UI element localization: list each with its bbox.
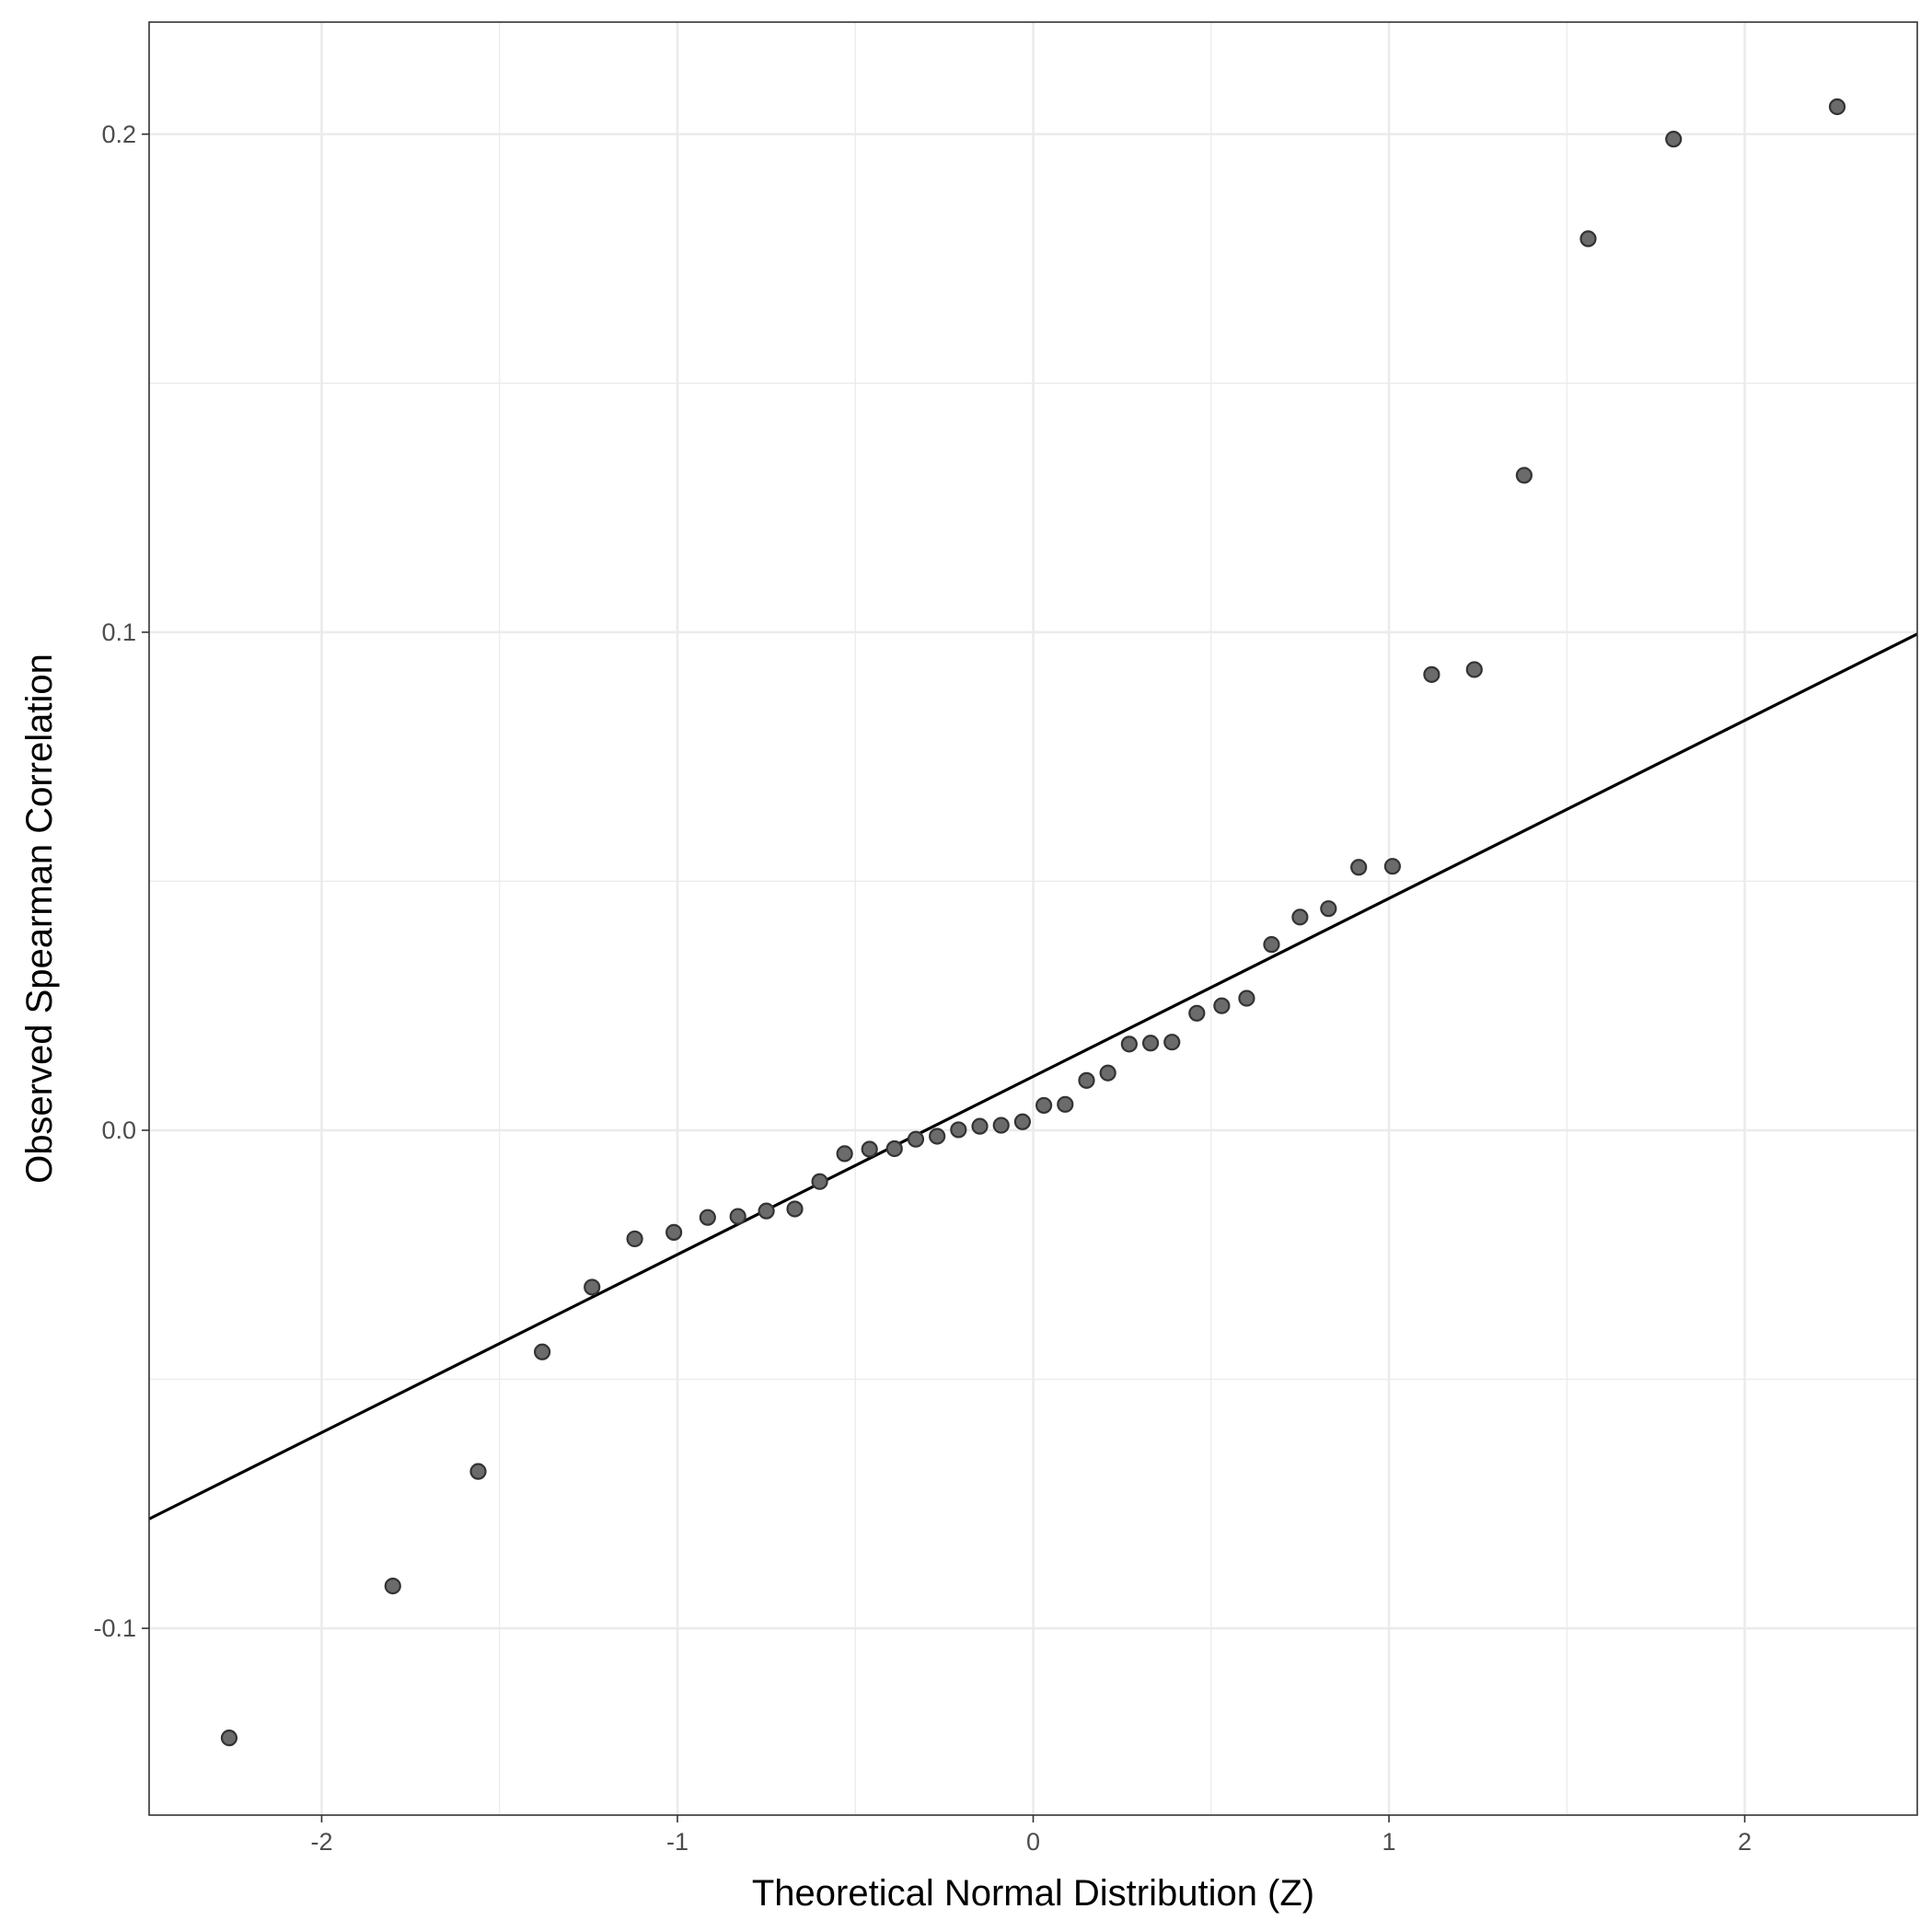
- data-point: [992, 1116, 1010, 1134]
- y-axis-title: Observed Spearman Correlation: [19, 654, 60, 1184]
- data-point: [950, 1121, 967, 1139]
- data-point: [1120, 1035, 1138, 1053]
- data-point: [836, 1145, 853, 1163]
- data-point: [758, 1202, 775, 1220]
- data-point: [929, 1128, 946, 1145]
- data-point: [786, 1200, 804, 1218]
- y-tick-label: 0.1: [101, 619, 136, 646]
- data-point: [1213, 997, 1231, 1014]
- data-point: [699, 1209, 716, 1226]
- major-gridlines: [149, 22, 1917, 1815]
- data-point: [1383, 858, 1401, 875]
- reference-line-group: [148, 632, 1918, 1521]
- x-tick-label: 1: [1382, 1828, 1396, 1856]
- data-point: [1188, 1004, 1206, 1022]
- x-tick-label: 0: [1026, 1828, 1040, 1856]
- data-point: [885, 1140, 903, 1158]
- data-point: [1828, 98, 1846, 116]
- data-points: [220, 98, 1846, 1747]
- data-point: [1013, 1113, 1032, 1130]
- data-point: [861, 1140, 878, 1158]
- data-point: [811, 1173, 828, 1190]
- x-tick-label: -1: [666, 1828, 688, 1856]
- data-point: [1057, 1095, 1074, 1113]
- data-point: [584, 1278, 601, 1296]
- data-point: [220, 1730, 238, 1747]
- data-point: [1515, 467, 1533, 484]
- data-point: [1141, 1035, 1160, 1052]
- data-point: [626, 1230, 643, 1248]
- data-point: [1665, 131, 1683, 148]
- x-tick-label: -2: [310, 1828, 332, 1856]
- data-point: [1035, 1096, 1053, 1115]
- data-point: [1263, 936, 1280, 954]
- data-point: [907, 1130, 925, 1148]
- y-tick-label: 0.2: [101, 121, 136, 148]
- y-axis-ticks: -0.1 0.0 0.1 0.2: [93, 121, 149, 1642]
- y-tick-label: 0.0: [101, 1116, 136, 1144]
- reference-line: [148, 632, 1918, 1521]
- data-point: [971, 1117, 989, 1135]
- data-point: [1163, 1034, 1181, 1051]
- data-point: [469, 1463, 487, 1480]
- x-axis-ticks: -2 -1 0 1 2: [310, 1815, 1752, 1856]
- data-point: [1423, 665, 1440, 683]
- data-point: [1350, 859, 1368, 876]
- data-point: [1291, 908, 1309, 926]
- data-point: [384, 1577, 401, 1595]
- data-point: [1078, 1071, 1095, 1089]
- data-point: [1579, 230, 1597, 248]
- data-point: [1465, 661, 1483, 678]
- data-point: [1320, 900, 1337, 918]
- data-point: [534, 1343, 551, 1360]
- data-point: [1238, 989, 1255, 1007]
- data-point: [729, 1208, 746, 1225]
- x-tick-label: 2: [1738, 1828, 1752, 1856]
- x-axis-title: Theoretical Normal Distribution (Z): [752, 1873, 1314, 1914]
- data-point: [665, 1223, 683, 1242]
- y-tick-label: -0.1: [93, 1614, 136, 1642]
- data-point: [1099, 1064, 1116, 1082]
